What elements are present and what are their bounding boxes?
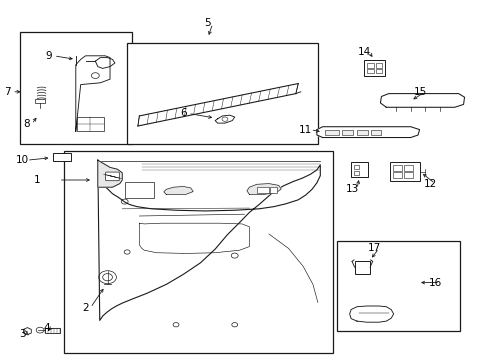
Bar	[35, 99, 45, 103]
Bar	[403, 165, 412, 171]
Bar	[350, 162, 367, 177]
Bar	[370, 130, 381, 135]
Bar	[392, 172, 401, 178]
Bar	[389, 162, 419, 181]
Bar	[353, 171, 359, 175]
Bar	[366, 69, 373, 73]
Bar	[256, 187, 268, 193]
Polygon shape	[316, 127, 419, 138]
Bar	[356, 130, 367, 135]
Text: 7: 7	[4, 87, 11, 97]
Text: 8: 8	[23, 119, 30, 129]
Text: 1: 1	[33, 175, 40, 185]
Text: 10: 10	[16, 155, 28, 165]
Polygon shape	[215, 115, 234, 123]
Text: 2: 2	[82, 303, 89, 313]
Bar	[392, 165, 401, 171]
Bar	[366, 63, 373, 68]
Bar	[45, 328, 60, 333]
Text: 11: 11	[298, 125, 312, 135]
Polygon shape	[349, 306, 393, 322]
Text: 4: 4	[43, 323, 50, 333]
Text: 3: 3	[19, 329, 25, 339]
Text: 14: 14	[357, 47, 370, 57]
Bar	[269, 187, 276, 193]
Text: 17: 17	[366, 243, 380, 253]
Bar	[337, 241, 459, 331]
FancyBboxPatch shape	[105, 172, 119, 181]
Bar	[354, 261, 369, 274]
Bar	[325, 130, 338, 135]
Text: 9: 9	[45, 51, 52, 61]
Text: 16: 16	[427, 278, 441, 288]
Bar	[63, 151, 332, 353]
Bar	[53, 153, 71, 161]
Text: 5: 5	[204, 18, 211, 28]
Bar	[127, 43, 317, 144]
Bar	[375, 63, 382, 68]
Polygon shape	[98, 160, 122, 187]
Bar	[342, 130, 352, 135]
Polygon shape	[380, 94, 464, 107]
Text: 15: 15	[413, 87, 427, 97]
Polygon shape	[95, 58, 115, 68]
Bar	[403, 172, 412, 178]
Bar	[364, 60, 384, 76]
Bar	[77, 117, 104, 131]
Polygon shape	[76, 56, 110, 131]
Bar	[20, 32, 132, 144]
Text: 13: 13	[345, 184, 358, 194]
Text: 12: 12	[423, 179, 436, 189]
Bar	[353, 165, 359, 169]
Polygon shape	[246, 184, 281, 194]
Text: 6: 6	[180, 108, 186, 118]
Polygon shape	[163, 186, 193, 194]
Bar	[124, 182, 154, 198]
Bar	[375, 69, 382, 73]
Polygon shape	[98, 160, 320, 320]
